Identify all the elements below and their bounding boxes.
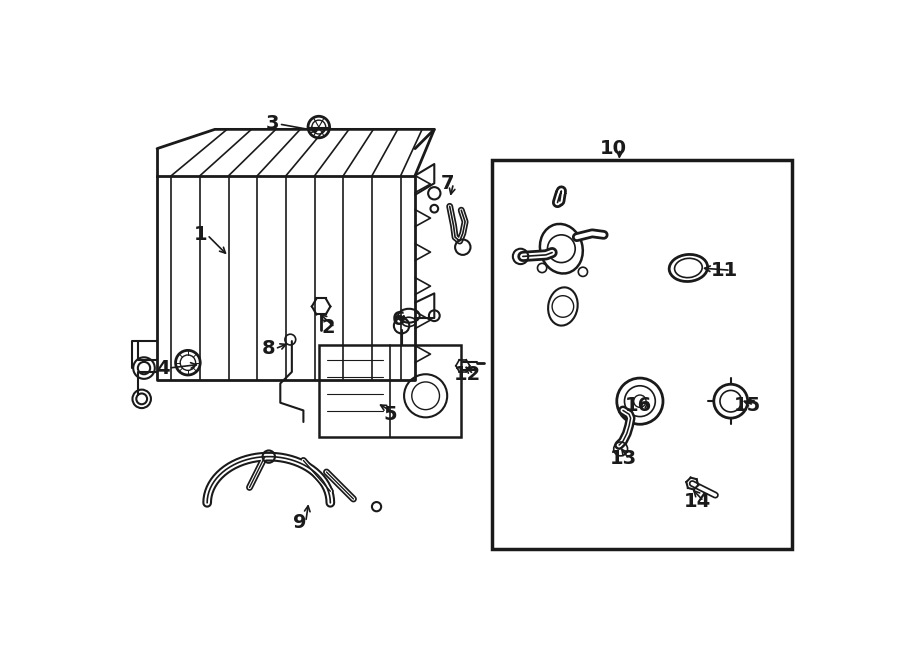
Text: 10: 10 xyxy=(600,139,627,158)
Text: 5: 5 xyxy=(383,405,397,424)
Text: 13: 13 xyxy=(609,449,636,469)
Text: 6: 6 xyxy=(392,310,405,329)
Text: 15: 15 xyxy=(734,395,761,414)
Text: 14: 14 xyxy=(684,492,711,511)
Bar xyxy=(492,160,792,549)
Text: 16: 16 xyxy=(625,395,652,414)
Text: 8: 8 xyxy=(262,339,275,358)
Text: 9: 9 xyxy=(292,512,306,531)
Text: 1: 1 xyxy=(194,225,208,245)
Text: 2: 2 xyxy=(322,318,336,336)
Text: 7: 7 xyxy=(441,174,454,193)
Bar xyxy=(319,345,461,438)
Text: 4: 4 xyxy=(156,358,169,377)
Text: 3: 3 xyxy=(266,114,279,134)
Text: 11: 11 xyxy=(711,261,738,280)
Text: 12: 12 xyxy=(454,365,481,384)
